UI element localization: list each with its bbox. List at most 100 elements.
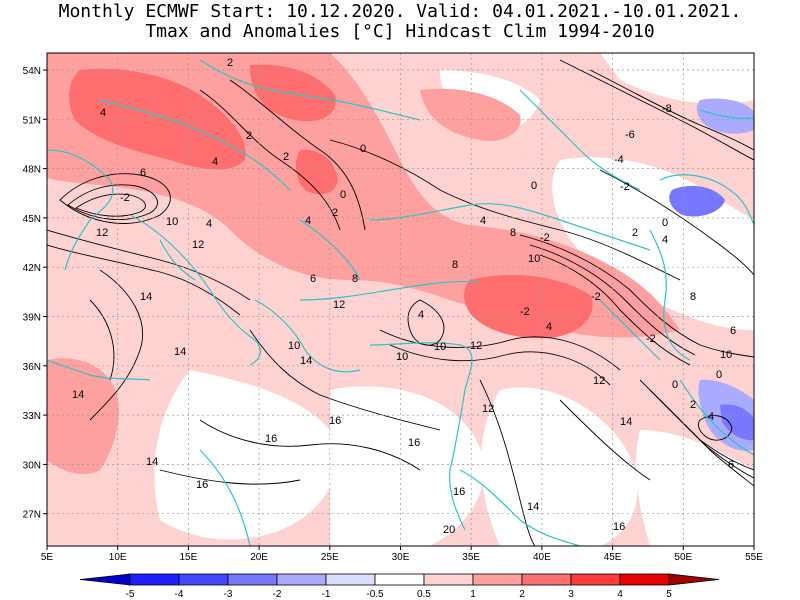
contour-label: -2 [646, 333, 656, 345]
contour-label: 4 [480, 215, 486, 227]
contour-label: 2 [246, 130, 252, 142]
lat-label: 39N [23, 313, 41, 324]
contour-label: 2 [690, 399, 696, 411]
graticule [47, 53, 754, 546]
colorbar-tick-label: 2 [519, 589, 525, 600]
colorbar [79, 573, 720, 586]
colorbar-tick-label: -4 [175, 589, 184, 600]
lon-label: 50E [674, 552, 692, 563]
lon-label: 20E [250, 552, 268, 563]
contour-label: 2 [332, 207, 338, 219]
contour-label: 12 [96, 227, 108, 239]
lat-label: 51N [23, 115, 41, 126]
coastlines [47, 59, 754, 546]
colorbar-tick-label: -1 [322, 589, 331, 600]
lat-label: 54N [23, 66, 41, 77]
colorbar-tick-label: -2 [273, 589, 282, 600]
colorbar-tick-label: -0.5 [366, 589, 384, 600]
contour-label: 0 [340, 189, 346, 201]
contour-label: 16 [613, 521, 625, 533]
colorbar-swatch [276, 573, 327, 586]
contour-label: -2 [591, 291, 601, 303]
colorbar-tick-label: 1 [470, 589, 476, 600]
colorbar-extend [79, 573, 131, 586]
colorbar-tick-label: -5 [126, 589, 135, 600]
contour-label: 2 [632, 227, 638, 239]
colorbar-tick-label: 3 [568, 589, 574, 600]
lat-label: 48N [23, 165, 41, 176]
lat-label: 45N [23, 214, 41, 225]
contour-label: 12 [470, 340, 482, 352]
contour-label: 14 [72, 389, 84, 401]
contour-label: 4 [206, 218, 212, 230]
contour-label: 4 [546, 321, 552, 333]
lon-label: 30E [392, 552, 410, 563]
colorbar-extend [668, 573, 720, 586]
contour-label: 16 [329, 415, 341, 427]
lon-label: 40E [533, 552, 551, 563]
colorbar-labels: -5 -4 -3 -2 -1 -0.5 0.5 1 2 3 4 5 [126, 589, 673, 600]
contour-label: 8 [452, 259, 458, 271]
colorbar-swatch [521, 573, 572, 586]
contour-label: 16 [196, 479, 208, 491]
colorbar-tick-label: -3 [224, 589, 233, 600]
contour-label: 4 [662, 234, 668, 246]
colorbar-tick-label: 4 [617, 589, 623, 600]
contour-label: 0 [662, 217, 668, 229]
contour-label: 4 [212, 156, 218, 168]
contour-label: 0 [716, 369, 722, 381]
contour-label: 2 [283, 151, 289, 163]
contour-label: 12 [192, 239, 204, 251]
longitude-labels: 5E 10E 15E 20E 25E 30E 35E 40E 45E 50E 5… [41, 552, 763, 563]
contour-label: 8 [510, 227, 516, 239]
contour-label: 16 [408, 437, 420, 449]
colorbar-swatch [325, 573, 376, 586]
lat-label: 36N [23, 362, 41, 373]
contour-label: -8 [662, 103, 672, 115]
contour-label: 6 [310, 273, 316, 285]
contour-label: 0 [531, 180, 537, 192]
lat-label: 27N [23, 510, 41, 521]
tmax-contours [47, 59, 754, 546]
colorbar-tick-label: 5 [666, 589, 672, 600]
contour-label: -2 [520, 306, 530, 318]
contour-label: -2 [120, 192, 130, 204]
contour-label: 8 [690, 291, 696, 303]
latitude-labels: 54N 51N 48N 45N 42N 39N 36N 33N 30N 27N [23, 66, 41, 521]
contour-label: 12 [482, 403, 494, 415]
lon-label: 25E [321, 552, 339, 563]
colorbar-swatch [227, 573, 278, 586]
title-line-2: Tmax and Anomalies [°C] Hindcast Clim 19… [145, 21, 655, 42]
colorbar-swatch [178, 573, 229, 586]
contour-label: 14 [300, 355, 312, 367]
colorbar-swatch [374, 573, 425, 586]
contour-label: 12 [333, 299, 345, 311]
colorbar-swatch [423, 573, 474, 586]
lon-label: 55E [745, 552, 763, 563]
colorbar-swatch [570, 573, 621, 586]
lon-label: 45E [604, 552, 622, 563]
contour-label: 2 [227, 57, 233, 69]
contour-label: 6 [140, 167, 146, 179]
contour-label: 10 [396, 351, 408, 363]
contour-label: -2 [540, 232, 550, 244]
contour-label: -4 [614, 154, 624, 166]
lon-label: 35E [462, 552, 480, 563]
contour-label: 14 [140, 291, 152, 303]
contour-label: 20 [443, 524, 455, 536]
lon-label: 5E [41, 552, 54, 563]
title-line-1: Monthly ECMWF Start: 10.12.2020. Valid: … [58, 1, 742, 22]
contour-label: -2 [620, 181, 630, 193]
contour-label: 16 [453, 486, 465, 498]
contour-label: -6 [625, 129, 635, 141]
map-title: Monthly ECMWF Start: 10.12.2020. Valid: … [0, 2, 800, 42]
lon-label: 10E [109, 552, 127, 563]
contour-label: 10 [528, 253, 540, 265]
contour-labels: 2 4 2 2 0 4 6 -2 0 2 4 4 12 10 12 6 8 14… [72, 57, 736, 536]
contour-label: 0 [672, 379, 678, 391]
contour-label: 14 [620, 416, 632, 428]
contour-label: 12 [593, 375, 605, 387]
contour-label: 0 [360, 143, 366, 155]
contour-label: 4 [100, 107, 106, 119]
